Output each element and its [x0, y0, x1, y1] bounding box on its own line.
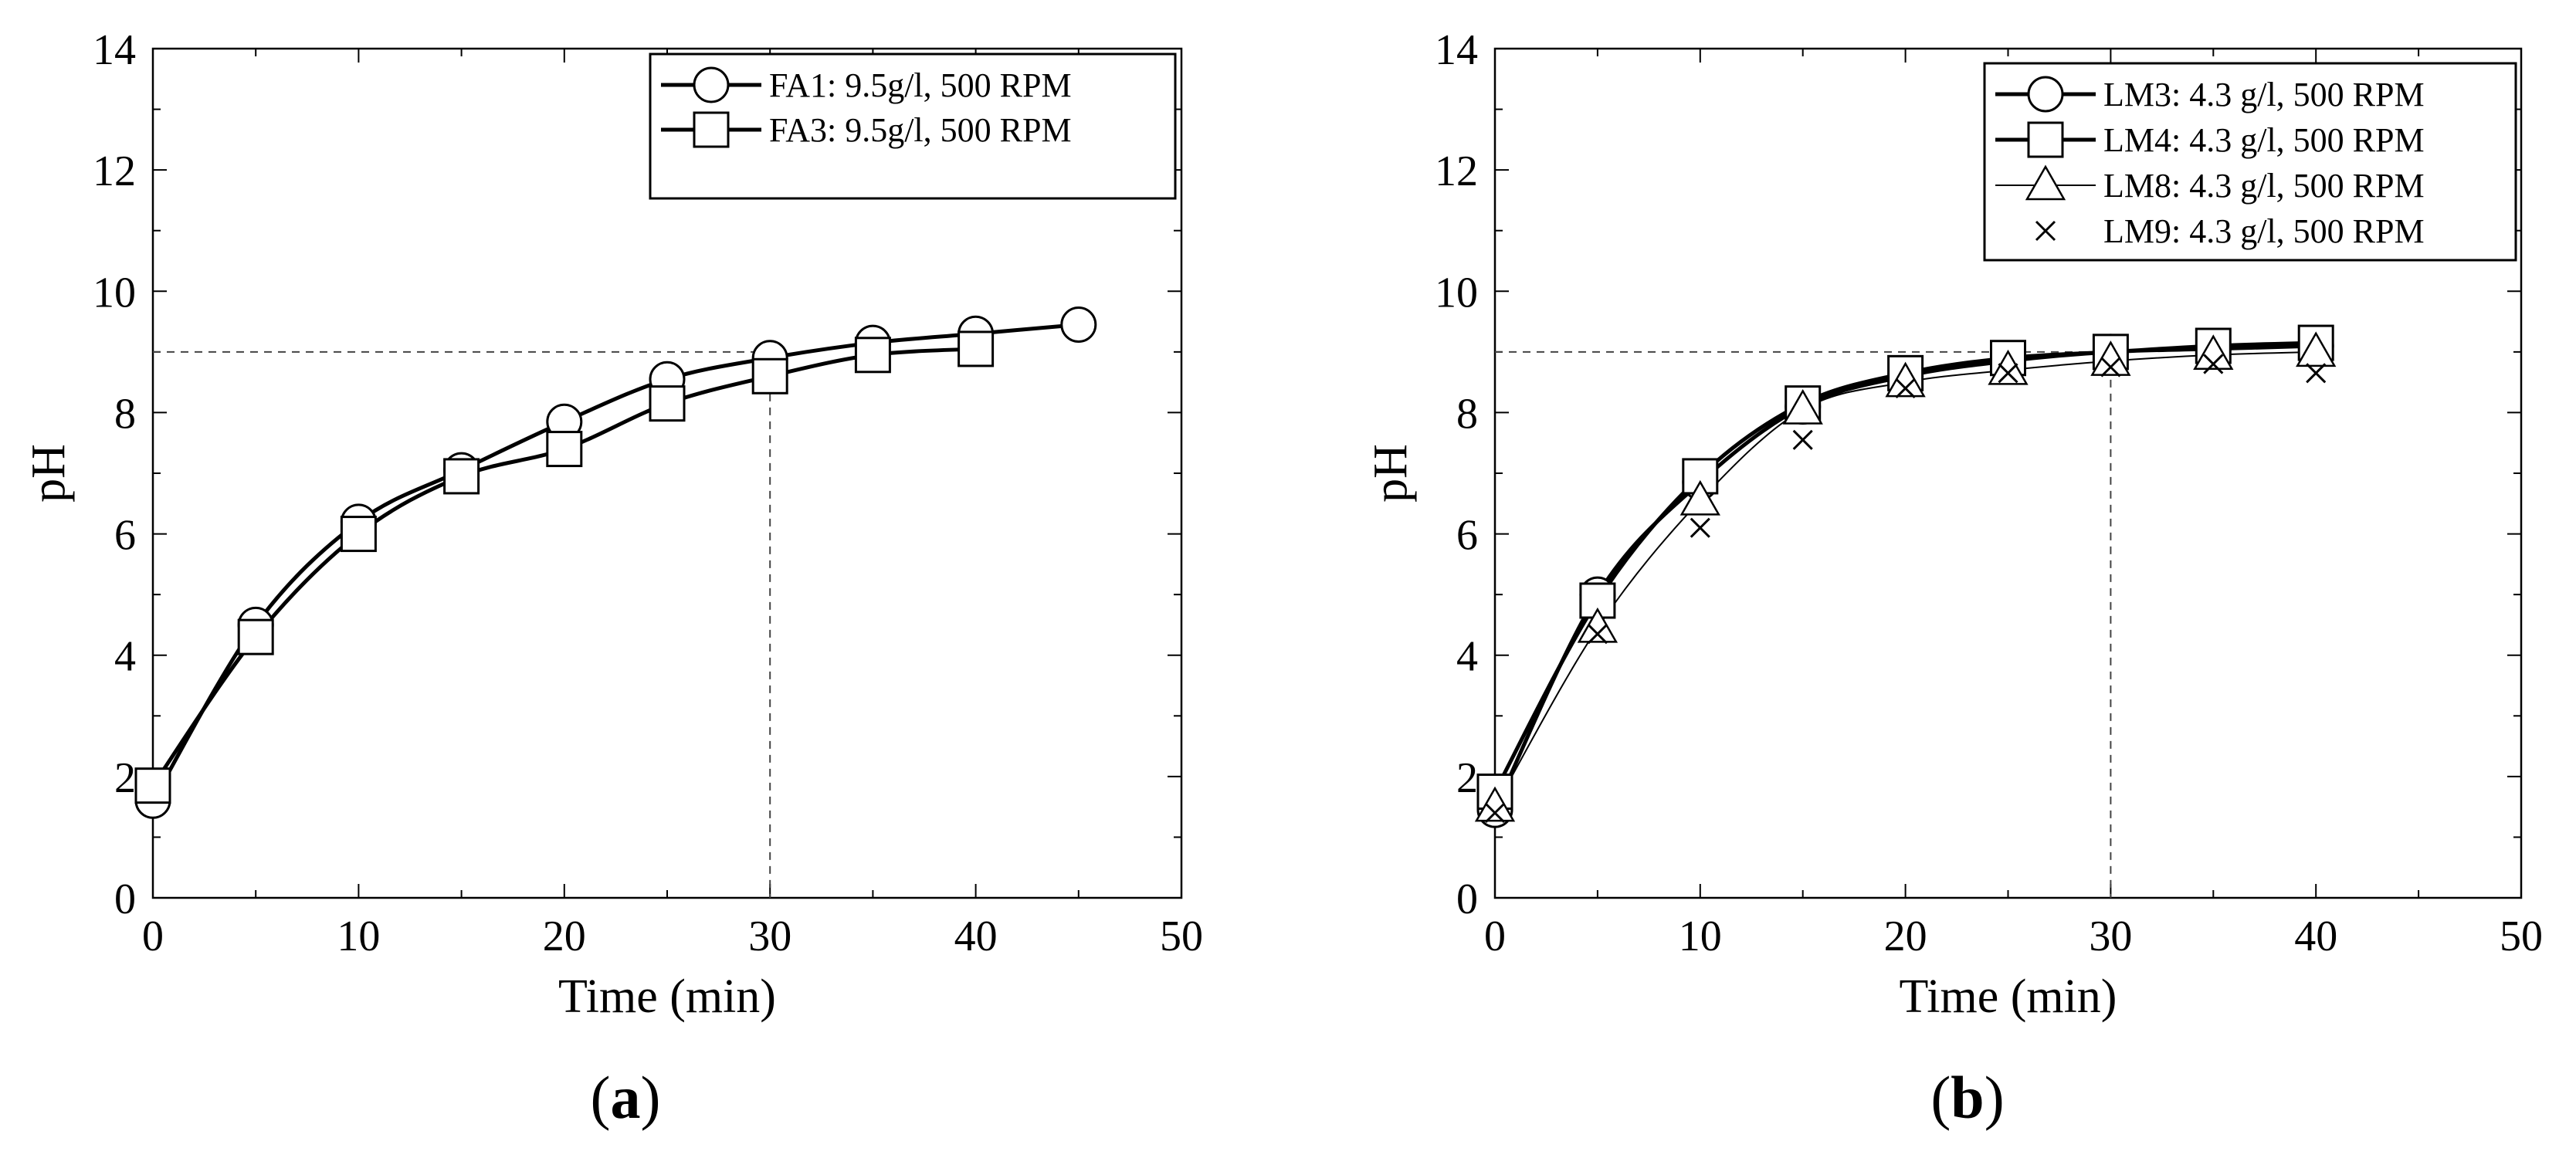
- legend-label-1: LM3: 4.3 g/l, 500 RPM: [2103, 76, 2425, 113]
- series-line-1: [1493, 344, 2317, 811]
- data-point-series-4: [2100, 357, 2121, 378]
- y-tick-label: 2: [1456, 754, 1478, 802]
- y-tick-label: 8: [114, 390, 136, 438]
- data-point-series-2: [958, 330, 995, 367]
- data-point-series-2: [340, 516, 377, 553]
- x-tick-label: 20: [543, 913, 586, 960]
- y-tick-label: 6: [114, 512, 136, 560]
- y-tick-label: 12: [93, 147, 136, 195]
- x-tick-label: 20: [1884, 913, 1927, 960]
- y-tick-label: 2: [114, 754, 136, 802]
- y-axis-label: pH: [1364, 444, 1417, 503]
- y-tick-label: 10: [1435, 269, 1478, 317]
- panel-label-open: (: [1930, 1064, 1951, 1131]
- legend-box: [649, 52, 1177, 200]
- panel-label: (a): [591, 1064, 661, 1131]
- data-point-series-3: [1679, 479, 1720, 516]
- data-point-series-3: [2296, 331, 2337, 367]
- data-point-series-2: [237, 618, 274, 655]
- legend-marker-1: [2027, 76, 2064, 113]
- legend-label-3: LM8: 4.3 g/l, 500 RPM: [2103, 167, 2425, 205]
- y-tick-label: 0: [114, 875, 136, 923]
- data-point-series-4: [1895, 378, 1916, 399]
- data-point-series-4: [2306, 363, 2327, 384]
- y-tick-label: 0: [1456, 875, 1478, 923]
- y-tick-label: 14: [93, 26, 136, 74]
- y-tick-label: 4: [1456, 633, 1478, 681]
- chart-panel-b: 0 10 20 30 40 50 0 2 4 6 8 10 12 14 Time (min) pH (b) LM3…: [1364, 26, 2543, 1131]
- y-tick-label: 12: [1435, 147, 1478, 195]
- legend-marker-2: [2027, 121, 2064, 158]
- x-axis-label: Time (min): [558, 970, 776, 1023]
- chart-panel-a: 0 10 20 30 40 50 0 2 4 6 8 10 12 14 Time (min) pH (a) FA1…: [22, 26, 1203, 1131]
- y-tick-label: 14: [1435, 26, 1478, 74]
- x-axis-label: Time (min): [1900, 970, 2117, 1023]
- data-point-series-4: [1690, 517, 1710, 538]
- panel-label-open: (: [591, 1064, 611, 1131]
- data-point-series-3: [1782, 388, 1823, 425]
- data-point-series-2: [443, 458, 480, 495]
- data-point-series-2: [546, 431, 583, 468]
- series-line-3: [1494, 350, 2317, 808]
- series-line-1: [151, 323, 1080, 802]
- legend-marker-1: [693, 66, 730, 103]
- y-tick-label: 10: [93, 269, 136, 317]
- data-point-series-3: [1988, 349, 2029, 385]
- data-point-series-4: [1792, 429, 1813, 450]
- y-axis-label: pH: [22, 444, 75, 503]
- data-point-series-1: [1060, 306, 1097, 343]
- data-point-series-2: [854, 337, 891, 374]
- legend-label-2: LM4: 4.3 g/l, 500 RPM: [2103, 121, 2425, 159]
- x-tick-label: 10: [1679, 913, 1722, 960]
- data-point-series-2: [134, 767, 171, 804]
- y-tick-label: 4: [114, 633, 136, 681]
- x-tick-label: 10: [337, 913, 380, 960]
- legend-label-4: LM9: 4.3 g/l, 500 RPM: [2103, 212, 2425, 250]
- panel-label: (b): [1930, 1064, 2004, 1131]
- legend-label-2: FA3: 9.5g/l, 500 RPM: [769, 111, 1072, 149]
- legend-label-1: FA1: 9.5g/l, 500 RPM: [769, 66, 1072, 104]
- panel-label-letter: b: [1951, 1064, 1984, 1131]
- data-point-series-4: [2203, 354, 2224, 374]
- legend-marker-3: [2025, 164, 2066, 201]
- y-tick-label: 8: [1456, 390, 1478, 438]
- data-point-series-3: [2193, 334, 2234, 371]
- data-point-series-4: [1587, 624, 1608, 645]
- legend-box: [1983, 62, 2517, 262]
- panel-label-close: ): [1985, 1064, 2005, 1131]
- x-tick-label: 50: [2500, 913, 2543, 960]
- legend-marker-2: [693, 111, 730, 148]
- panel-label-close: ): [641, 1064, 661, 1131]
- panel-label-letter: a: [611, 1064, 641, 1131]
- x-tick-label: 30: [2089, 913, 2132, 960]
- y-tick-label: 6: [1456, 512, 1478, 560]
- legend-marker-4: [2035, 220, 2056, 242]
- data-point-series-2: [751, 357, 788, 394]
- x-tick-label: 50: [1160, 913, 1203, 960]
- x-tick-label: 40: [954, 913, 998, 960]
- data-point-series-2: [649, 385, 686, 422]
- x-tick-label: 0: [1484, 913, 1506, 960]
- x-tick-label: 30: [748, 913, 791, 960]
- x-tick-label: 40: [2294, 913, 2337, 960]
- data-point-series-4: [1484, 802, 1506, 824]
- x-tick-label: 0: [142, 913, 164, 960]
- data-point-series-4: [1998, 363, 2018, 384]
